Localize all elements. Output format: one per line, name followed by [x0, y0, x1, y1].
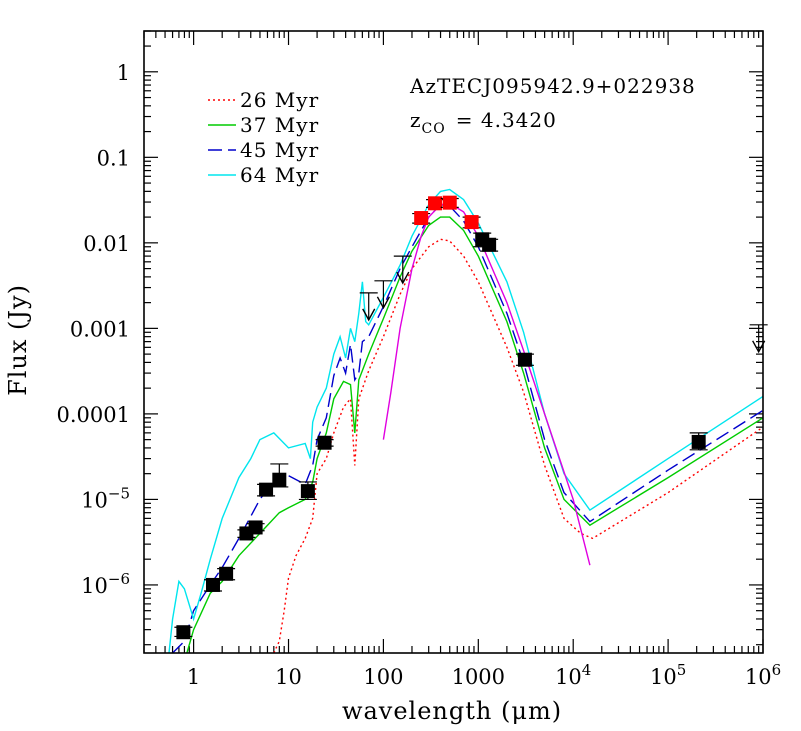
legend-label-64-myr: 64 Myr — [240, 163, 319, 187]
source-name: AzTECJ095942.9+022938 — [409, 74, 696, 98]
redshift-subscript: CO — [422, 121, 446, 137]
tick-base: 10 — [275, 665, 302, 689]
marker — [300, 484, 315, 499]
model-curves — [168, 188, 763, 653]
x-tick-label-10-e6: 106 — [745, 661, 781, 689]
y-tick-label-0-0001: 0.0001 — [57, 403, 130, 427]
annotation: AzTECJ095942.9+022938 zCO = 4.3420 — [409, 74, 696, 137]
upper-limit-0 — [359, 292, 378, 322]
redshift-label: zCO = 4.3420 — [410, 108, 557, 137]
tick-base: 0.001 — [70, 317, 130, 341]
tick-base: 10 — [745, 665, 772, 689]
tick-exponent: −6 — [108, 570, 130, 588]
marker — [442, 195, 457, 210]
black-point-2 — [217, 566, 236, 581]
limit-arrowhead — [376, 296, 391, 310]
black-point-7 — [298, 481, 317, 501]
y-tick-label-0-1: 0.1 — [97, 146, 130, 170]
legend-label-45-myr: 45 Myr — [240, 138, 319, 162]
y-tick-label-0-01: 0.01 — [83, 232, 130, 256]
series-64-myr — [168, 188, 763, 653]
y-tick-label-0-001: 0.001 — [70, 317, 130, 341]
marker — [414, 211, 429, 226]
black-point-8 — [315, 435, 334, 450]
upper-limit-1 — [374, 280, 393, 310]
limit-arrowhead — [362, 308, 376, 322]
marker — [259, 482, 274, 497]
x-axis-title: wavelength (μm) — [342, 697, 562, 725]
x-tick-label-100: 100 — [363, 665, 403, 689]
tick-base: 0.1 — [97, 146, 130, 170]
tick-base: 10 — [81, 574, 108, 598]
black-point-11 — [515, 352, 534, 367]
marker — [517, 352, 532, 367]
series-37-myr — [186, 216, 763, 653]
upper-limit-2 — [393, 255, 412, 285]
tick-exponent: 6 — [772, 661, 782, 679]
tick-base: 0.01 — [83, 232, 130, 256]
tick-exponent: 5 — [677, 661, 687, 679]
marker — [317, 435, 332, 450]
x-tick-label-1000: 1000 — [452, 665, 505, 689]
y-tick-label-10-e-6: 10−6 — [81, 570, 130, 598]
tick-exponent: −5 — [108, 484, 130, 502]
marker — [176, 625, 191, 640]
red-point-2 — [440, 195, 459, 210]
y-axis-title: Flux (Jy) — [4, 284, 32, 396]
red-point-3 — [462, 215, 481, 230]
black-point-6 — [270, 463, 289, 488]
photometry-points — [174, 195, 708, 640]
marker — [428, 196, 443, 211]
tick-base: 10 — [650, 665, 677, 689]
redshift-symbol: z — [410, 108, 422, 132]
legend-label-37-myr: 37 Myr — [240, 113, 319, 137]
marker — [464, 215, 479, 230]
upper-limit-arrows — [359, 255, 768, 354]
series-26-myr — [273, 238, 763, 653]
marker — [272, 472, 287, 487]
x-tick-label-10: 10 — [275, 665, 302, 689]
tick-base: 1 — [117, 61, 130, 85]
black-point-5 — [257, 482, 276, 497]
series-45-myr — [172, 203, 763, 653]
marker — [219, 566, 234, 581]
marker — [248, 520, 263, 535]
red-point-0 — [412, 211, 431, 226]
black-point-10 — [480, 237, 499, 252]
marker — [691, 434, 706, 449]
tick-base: 10 — [555, 665, 582, 689]
plot-frame — [143, 30, 764, 654]
tick-base: 10 — [81, 488, 108, 512]
marker — [205, 577, 220, 592]
marker — [482, 237, 497, 252]
x-tick-label-10-e4: 104 — [555, 661, 591, 689]
tick-base: 1 — [187, 665, 200, 689]
x-tick-labels: 1 10 100 1000 104 105 106 — [187, 661, 781, 689]
black-point-12 — [689, 432, 708, 451]
tick-base: 100 — [363, 665, 403, 689]
black-point-4 — [246, 520, 265, 535]
y-tick-label-10-e-5: 10−5 — [81, 484, 130, 512]
limit-arrowhead — [396, 271, 410, 285]
black-point-0 — [174, 625, 193, 640]
series-modified-blackbody — [382, 202, 591, 566]
redshift-value: = 4.3420 — [456, 108, 557, 132]
y-tick-label-1: 1 — [117, 61, 130, 85]
x-tick-label-10-e5: 105 — [650, 661, 686, 689]
legend-label-26-myr: 26 Myr — [240, 88, 319, 112]
tick-base: 0.0001 — [57, 403, 130, 427]
legend: 26 Myr 37 Myr 45 Myr 64 Myr — [208, 88, 319, 187]
tick-base: 1000 — [452, 665, 505, 689]
x-tick-label-1: 1 — [187, 665, 200, 689]
tick-exponent: 4 — [582, 661, 592, 679]
